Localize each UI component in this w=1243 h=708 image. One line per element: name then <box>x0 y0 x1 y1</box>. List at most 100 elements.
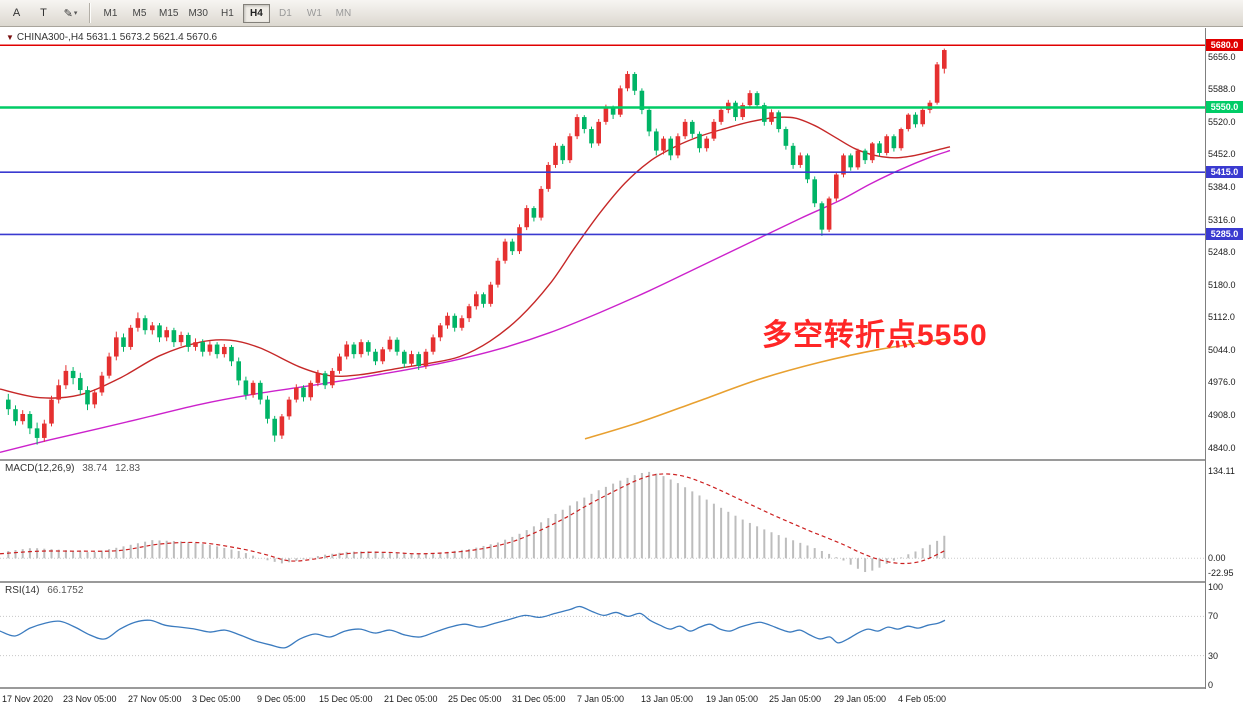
timeframe-m1[interactable]: M1 <box>97 4 124 23</box>
candle-down <box>27 413 33 429</box>
candle-down <box>351 344 357 355</box>
candle-up <box>63 370 69 386</box>
macd-label: MACD(12,26,9) <box>5 463 75 474</box>
candle-down <box>121 337 126 347</box>
candle-up <box>337 356 342 371</box>
candle-up <box>445 315 450 326</box>
ohlc-open: 5631.1 <box>86 32 117 43</box>
candle-up <box>675 136 681 156</box>
price-axis-label: 5316.0 <box>1208 214 1236 225</box>
candle-up <box>906 114 911 130</box>
time-axis-label: 19 Jan 05:00 <box>706 694 759 704</box>
candle-up <box>193 342 198 347</box>
crosshair-tool-button[interactable]: T <box>31 3 56 24</box>
rsi-axis-label: 0 <box>1208 680 1214 691</box>
time-axis-label: 29 Jan 05:00 <box>834 694 887 704</box>
candle-up <box>49 399 54 424</box>
toolbar: A T ✎ ▾ M1 M5 M15 M30 H1 H4 D1 W1 MN <box>0 0 1243 27</box>
candle-up <box>538 188 544 218</box>
time-axis-label: 17 Nov 2020 <box>2 694 54 704</box>
price-axis[interactable]: 5656.0 5588.0 5520.0 5452.0 5384.0 5316.0 5248… <box>1206 28 1243 708</box>
candle-up <box>567 136 573 161</box>
candle-down <box>862 150 868 161</box>
candle-up <box>488 284 493 304</box>
pencil-icon: ✎ <box>63 7 73 20</box>
candle-down <box>85 390 90 405</box>
rsi-header: RSI(14) 66.1752 <box>5 585 83 596</box>
time-axis[interactable]: 17 Nov 2020 23 Nov 05:00 27 Nov 05:00 3 Dec… <box>0 689 1243 708</box>
candle-up <box>517 227 522 252</box>
time-axis-label: 25 Jan 05:00 <box>769 694 822 704</box>
candle-up <box>855 150 861 168</box>
candle-down <box>776 112 781 130</box>
candle-up <box>99 375 105 393</box>
candle-up <box>106 356 112 376</box>
rsi-value: 66.1752 <box>47 585 84 596</box>
candle-up <box>222 346 227 355</box>
timeframe-mn[interactable]: MN <box>330 4 357 23</box>
candle-up <box>128 327 133 347</box>
candle-down <box>214 344 220 355</box>
ma-fast <box>0 116 951 399</box>
timeframe-m5[interactable]: M5 <box>126 4 153 23</box>
price-axis-label: 5520.0 <box>1208 116 1236 127</box>
candle-down <box>819 203 825 230</box>
price-axis-label: 5384.0 <box>1208 181 1236 192</box>
timeframe-d1[interactable]: D1 <box>272 4 299 23</box>
candle-up <box>682 121 688 137</box>
timeframe-h1[interactable]: H1 <box>214 4 241 23</box>
rsi-axis-label: 70 <box>1208 611 1219 622</box>
candle-down <box>13 409 18 422</box>
text-tool-button[interactable]: A <box>4 3 29 24</box>
candle-up <box>495 260 501 285</box>
rsi-line <box>0 605 946 649</box>
candle-up <box>430 337 436 352</box>
candle-up <box>704 138 709 149</box>
chart-annotation-text: 多空转折点5550 <box>762 319 988 352</box>
pane-divider[interactable] <box>0 459 1243 461</box>
candle-down <box>34 428 40 438</box>
time-axis-label: 23 Nov 05:00 <box>63 694 117 704</box>
candle-down <box>6 399 11 410</box>
main-chart-pane[interactable]: ▼ CHINA300-,H4 5631.1 5673.2 5621.4 5670.… <box>0 28 1205 459</box>
drawing-tool-dropdown[interactable]: ✎ ▾ <box>58 3 83 24</box>
candle-down <box>265 399 270 419</box>
timeframe-w1[interactable]: W1 <box>301 4 328 23</box>
ohlc-high: 5673.2 <box>119 32 151 43</box>
candle-up <box>387 339 393 350</box>
candle-up <box>286 399 292 417</box>
candle-down <box>229 346 234 362</box>
candle-up <box>279 416 285 436</box>
macd-axis-label: -22.95 <box>1208 568 1234 579</box>
candle-up <box>308 382 313 398</box>
candle-down <box>243 380 249 395</box>
candle-down <box>790 145 796 165</box>
rsi-pane[interactable]: RSI(14) 66.1752 <box>0 583 1205 687</box>
ohlc-close: 5670.6 <box>186 32 218 43</box>
pane-divider[interactable] <box>0 687 1243 689</box>
pane-divider[interactable] <box>0 581 1243 583</box>
candle-up <box>618 88 623 115</box>
price-axis-label: 5248.0 <box>1208 247 1236 258</box>
chart-area: ▼ CHINA300-,H4 5631.1 5673.2 5621.4 5670.… <box>0 28 1243 708</box>
candle-up <box>920 109 925 125</box>
candle-up <box>553 145 558 165</box>
chart-dropdown-icon[interactable]: ▼ <box>6 33 14 42</box>
candle-down <box>639 90 645 110</box>
timeframe-m30[interactable]: M30 <box>184 4 211 23</box>
price-axis-label: 5656.0 <box>1208 51 1236 62</box>
candle-down <box>560 145 565 161</box>
timeframe-h4[interactable]: H4 <box>242 3 270 23</box>
candle-up <box>330 370 335 386</box>
candle-down <box>510 241 515 252</box>
chevron-down-icon: ▾ <box>73 10 78 17</box>
candle-up <box>596 121 601 144</box>
candle-up <box>250 382 256 395</box>
price-axis-label: 5588.0 <box>1208 84 1236 95</box>
candles-layer <box>6 48 947 445</box>
macd-pane[interactable]: MACD(12,26,9) 38.74 12.83 <box>0 461 1205 581</box>
candle-down <box>891 136 897 149</box>
candle-up <box>798 155 803 165</box>
timeframe-m15[interactable]: M15 <box>155 4 182 23</box>
candle-down <box>452 315 457 328</box>
